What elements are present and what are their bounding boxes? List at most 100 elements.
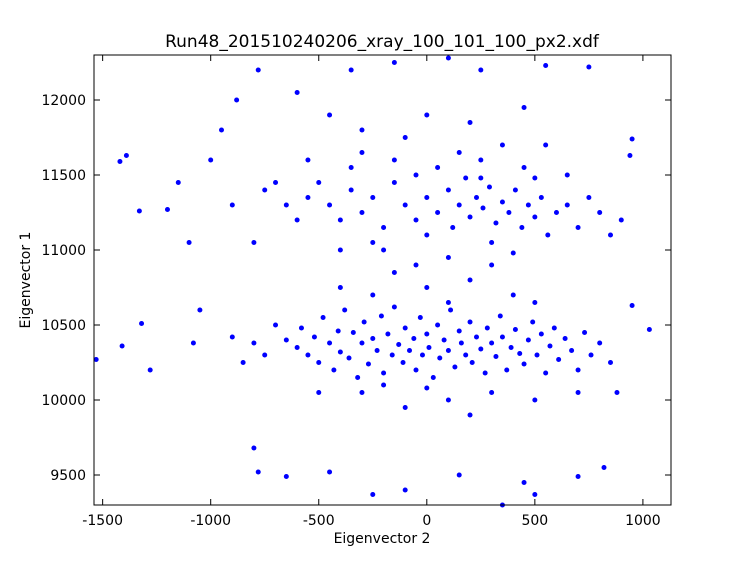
point xyxy=(627,153,633,158)
point xyxy=(424,285,430,290)
point xyxy=(413,262,419,268)
point xyxy=(327,340,333,346)
point xyxy=(532,214,538,220)
point xyxy=(381,370,387,376)
point xyxy=(463,175,469,181)
point xyxy=(512,187,518,193)
point xyxy=(305,157,311,163)
point xyxy=(255,67,261,73)
point xyxy=(370,240,376,245)
point xyxy=(493,220,499,226)
point xyxy=(402,487,408,493)
point xyxy=(586,195,592,200)
point xyxy=(478,346,484,352)
point xyxy=(305,195,311,200)
point xyxy=(437,355,443,361)
point xyxy=(350,330,356,335)
x-tick-label: 500 xyxy=(521,513,548,529)
point xyxy=(147,367,153,373)
point xyxy=(618,217,624,223)
point xyxy=(136,208,142,214)
point xyxy=(474,195,480,200)
point xyxy=(506,210,512,215)
point xyxy=(586,64,592,70)
point xyxy=(489,390,495,395)
point xyxy=(478,157,484,163)
point xyxy=(337,247,343,253)
point xyxy=(381,225,387,230)
point xyxy=(208,157,214,163)
point xyxy=(445,300,451,305)
point xyxy=(426,345,432,350)
point xyxy=(452,364,458,370)
point xyxy=(389,352,395,358)
point xyxy=(435,322,441,328)
point xyxy=(175,180,181,185)
point xyxy=(370,336,376,341)
point xyxy=(601,465,607,470)
point xyxy=(294,217,300,223)
point xyxy=(486,184,492,190)
point xyxy=(458,340,464,346)
point xyxy=(219,127,225,133)
point xyxy=(391,270,397,275)
point xyxy=(629,136,635,142)
point xyxy=(521,480,527,485)
point xyxy=(493,354,499,359)
point xyxy=(240,360,246,365)
point xyxy=(575,225,581,230)
point xyxy=(467,319,473,325)
point xyxy=(467,214,473,220)
point xyxy=(355,375,361,380)
point xyxy=(435,165,441,170)
point xyxy=(474,334,480,340)
point xyxy=(448,307,454,313)
point xyxy=(359,390,365,395)
point xyxy=(327,112,333,118)
point xyxy=(402,405,408,410)
point xyxy=(273,322,279,328)
point xyxy=(370,292,376,298)
point xyxy=(316,180,322,185)
point xyxy=(456,472,462,478)
point xyxy=(359,150,365,155)
point xyxy=(273,180,279,185)
point xyxy=(348,187,354,193)
point xyxy=(564,172,570,178)
point xyxy=(335,328,341,334)
x-tick-label: 1000 xyxy=(625,513,661,529)
point xyxy=(413,172,419,178)
point xyxy=(316,390,322,395)
point xyxy=(499,334,505,340)
y-tick-label: 10500 xyxy=(41,318,86,334)
x-tick-label: -1000 xyxy=(190,513,231,529)
point xyxy=(521,361,527,367)
point xyxy=(482,370,488,376)
point xyxy=(283,202,289,208)
point xyxy=(229,202,235,208)
point xyxy=(456,150,462,155)
y-tick-label: 11000 xyxy=(41,243,86,259)
point xyxy=(588,352,594,358)
point xyxy=(413,217,419,223)
point xyxy=(575,367,581,373)
point xyxy=(396,342,402,347)
point xyxy=(543,142,549,148)
point xyxy=(197,307,203,313)
point xyxy=(283,337,289,343)
point xyxy=(456,328,462,334)
point xyxy=(467,120,473,125)
point xyxy=(251,340,257,346)
point xyxy=(337,217,343,223)
point xyxy=(629,303,635,308)
point xyxy=(411,336,417,341)
point xyxy=(430,375,436,380)
point xyxy=(441,337,447,343)
point xyxy=(283,474,289,479)
point xyxy=(370,492,376,497)
point xyxy=(305,352,311,358)
point xyxy=(359,210,365,215)
x-tick-label: 0 xyxy=(422,513,431,529)
point xyxy=(361,319,367,325)
